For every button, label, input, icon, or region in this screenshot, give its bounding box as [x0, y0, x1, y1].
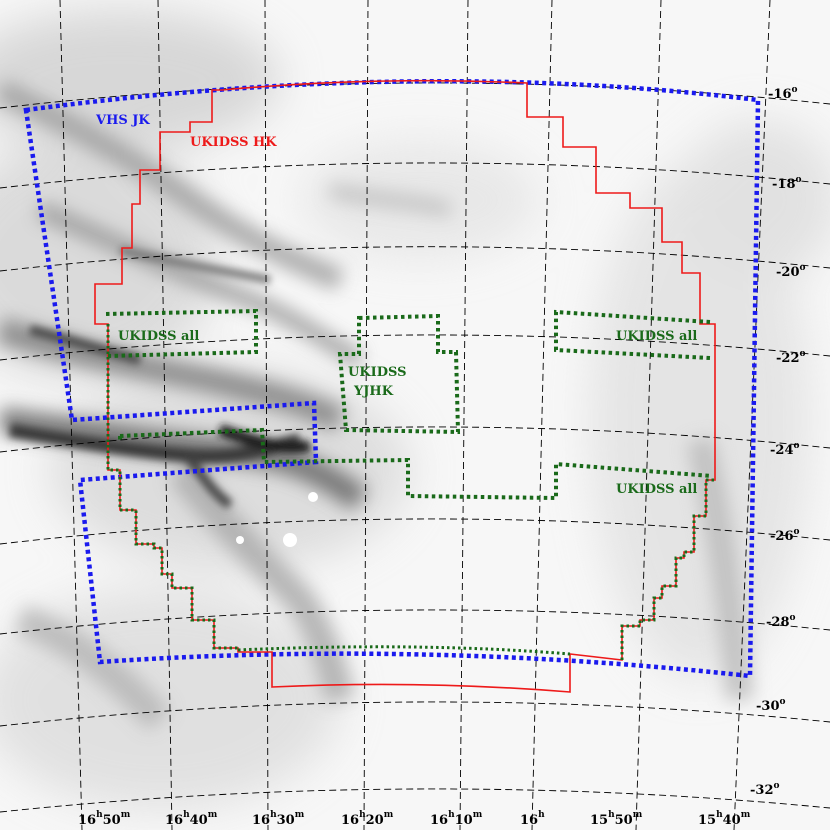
- ukidss-all-left-label: UKIDSS all: [118, 329, 199, 344]
- ra-label: 16h30m: [252, 810, 305, 828]
- dec-label: -28o: [766, 613, 796, 630]
- dec-label: -20o: [776, 263, 806, 280]
- ra-label: 15h40m: [698, 810, 751, 828]
- dec-label: -16o: [768, 85, 798, 102]
- ukidss-hk-label: UKIDSS HK: [190, 135, 277, 150]
- dec-axis-labels: -16o -18o -20o -22o -24o -26o -28o -30o …: [750, 85, 806, 798]
- dec-label: -32o: [750, 781, 780, 798]
- ra-label: 16h50m: [78, 810, 131, 828]
- ukidss-yjhk-footprint: [337, 313, 461, 435]
- vhs-jk-label: VHS JK: [95, 113, 150, 128]
- ra-label: 15h50m: [590, 810, 643, 828]
- dec-label: -30o: [756, 697, 786, 714]
- ra-label: 16h10m: [430, 810, 483, 828]
- ukidss-all-lower-label: UKIDSS all: [616, 482, 697, 497]
- ra-label: 16h20m: [341, 810, 394, 828]
- ukidss-yjhk-label-line2: YJHK: [353, 384, 394, 399]
- ukidss-hk-footprint: [94, 79, 716, 693]
- dec-label: -26o: [770, 527, 800, 544]
- ra-label: 16h40m: [165, 810, 218, 828]
- ra-axis-labels: 16h50m 16h40m 16h30m 16h20m 16h10m 16h 1…: [78, 810, 751, 828]
- ukidss-all-right-label: UKIDSS all: [616, 329, 697, 344]
- dec-label: -18o: [772, 175, 802, 192]
- ukidss-all-footprint: [105, 308, 713, 501]
- dec-label: -22o: [776, 349, 806, 366]
- dec-label: -24o: [770, 441, 800, 458]
- ukidss-yjhk-label-line1: UKIDSS: [348, 365, 406, 380]
- ra-label: 16h: [520, 810, 545, 828]
